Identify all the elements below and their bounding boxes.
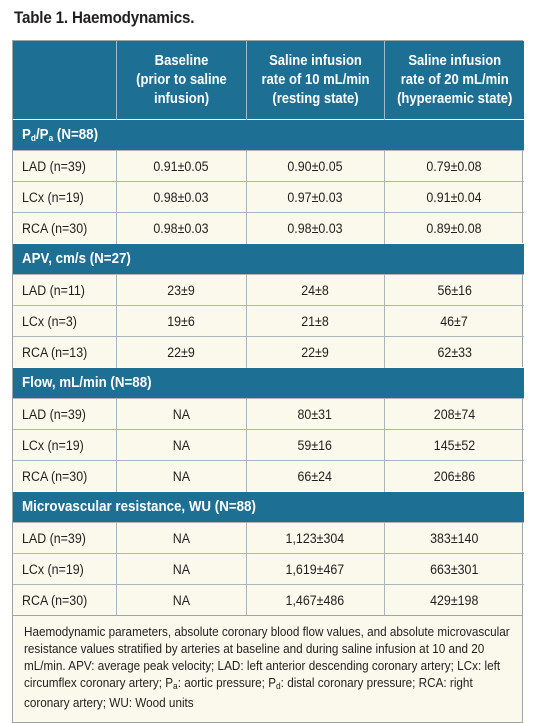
baseline-cell: NA — [115, 584, 246, 615]
baseline-cell: NA — [115, 460, 246, 492]
table-row: LCx (n=19) 0.98±0.03 0.97±0.03 0.91±0.04 — [13, 181, 524, 213]
baseline-cell: 0.98±0.03 — [115, 212, 246, 244]
saline-20-cell: 429±198 — [383, 584, 524, 615]
table-title: Table 1. Haemodynamics. — [14, 9, 195, 27]
row-label-cell: RCA (n=30) — [13, 584, 116, 615]
saline-20-cell: 206±86 — [383, 460, 524, 492]
saline-20-cell: 62±33 — [383, 336, 524, 368]
baseline-cell: 19±6 — [115, 305, 246, 337]
baseline-cell: NA — [115, 398, 246, 430]
baseline-cell: NA — [115, 522, 246, 554]
saline-10-cell: 66±24 — [245, 460, 384, 492]
table-row: RCA (n=30) NA 66±24 206±86 — [13, 460, 524, 492]
saline-10-cell: 80±31 — [245, 398, 384, 430]
row-label-cell: LCx (n=19) — [13, 553, 116, 585]
saline-10-cell: 21±8 — [245, 305, 384, 337]
row-label-cell: RCA (n=13) — [13, 336, 116, 368]
saline-20-cell: 46±7 — [383, 305, 524, 337]
header-saline-10: Saline infusion rate of 10 mL/min (resti… — [245, 41, 384, 120]
header-baseline: Baseline (prior to saline infusion) — [115, 41, 246, 120]
saline-20-cell: 0.79±0.08 — [383, 150, 524, 182]
row-label-cell: LCx (n=3) — [13, 305, 116, 337]
baseline-cell: NA — [115, 553, 246, 585]
baseline-cell: 22±9 — [115, 336, 246, 368]
section-header-row: Flow, mL/min (N=88) — [13, 367, 524, 399]
saline-10-cell: 24±8 — [245, 274, 384, 306]
section-title: Flow, mL/min (N=88) — [13, 367, 524, 399]
saline-10-cell: 0.97±0.03 — [245, 181, 384, 213]
row-label-cell: RCA (n=30) — [13, 212, 116, 244]
table-row: LCx (n=19) NA 1,619±467 663±301 — [13, 553, 524, 585]
row-label-cell: LAD (n=11) — [13, 274, 116, 306]
saline-20-cell: 208±74 — [383, 398, 524, 430]
saline-10-cell: 1,619±467 — [245, 553, 384, 585]
baseline-cell: NA — [115, 429, 246, 461]
saline-20-cell: 663±301 — [383, 553, 524, 585]
baseline-cell: 0.98±0.03 — [115, 181, 246, 213]
table-row: LAD (n=39) NA 1,123±304 383±140 — [13, 522, 524, 554]
saline-10-cell: 1,123±304 — [245, 522, 384, 554]
row-label-cell: RCA (n=30) — [13, 460, 116, 492]
saline-10-cell: 0.90±0.05 — [245, 150, 384, 182]
saline-20-cell: 0.89±0.08 — [383, 212, 524, 244]
section-header-row: Pd/Pa (N=88) — [13, 119, 524, 151]
saline-20-cell: 383±140 — [383, 522, 524, 554]
section-title: APV, cm/s (N=27) — [13, 243, 524, 275]
section-title: Microvascular resistance, WU (N=88) — [13, 491, 524, 523]
saline-20-cell: 145±52 — [383, 429, 524, 461]
section-header-row: Microvascular resistance, WU (N=88) — [13, 491, 524, 523]
table-footnote: Haemodynamic parameters, absolute corona… — [13, 615, 522, 722]
table-row: RCA (n=13) 22±9 22±9 62±33 — [13, 336, 524, 368]
saline-10-cell: 22±9 — [245, 336, 384, 368]
saline-20-cell: 0.91±0.04 — [383, 181, 524, 213]
header-blank-cell — [13, 41, 116, 120]
row-label-cell: LAD (n=39) — [13, 522, 116, 554]
baseline-cell: 0.91±0.05 — [115, 150, 246, 182]
table-row: LAD (n=39) 0.91±0.05 0.90±0.05 0.79±0.08 — [13, 150, 524, 182]
row-label-cell: LCx (n=19) — [13, 181, 116, 213]
haemodynamics-table: Baseline (prior to saline infusion) Sali… — [12, 40, 524, 723]
footnote-text: Haemodynamic parameters, absolute corona… — [24, 625, 510, 710]
row-label-cell: LAD (n=39) — [13, 398, 116, 430]
header-row: Baseline (prior to saline infusion) Sali… — [13, 41, 524, 120]
table-row: LCx (n=19) NA 59±16 145±52 — [13, 429, 524, 461]
section-header-row: APV, cm/s (N=27) — [13, 243, 524, 275]
section-title: Pd/Pa (N=88) — [13, 119, 524, 151]
saline-10-cell: 0.98±0.03 — [245, 212, 384, 244]
saline-10-cell: 1,467±486 — [245, 584, 384, 615]
header-saline-20: Saline infusion rate of 20 mL/min (hyper… — [383, 41, 524, 120]
saline-20-cell: 56±16 — [383, 274, 524, 306]
table-row: LAD (n=39) NA 80±31 208±74 — [13, 398, 524, 430]
row-label-cell: LAD (n=39) — [13, 150, 116, 182]
saline-10-cell: 59±16 — [245, 429, 384, 461]
baseline-cell: 23±9 — [115, 274, 246, 306]
row-label-cell: LCx (n=19) — [13, 429, 116, 461]
table-row: LCx (n=3) 19±6 21±8 46±7 — [13, 305, 524, 337]
table-row: LAD (n=11) 23±9 24±8 56±16 — [13, 274, 524, 306]
table-row: RCA (n=30) 0.98±0.03 0.98±0.03 0.89±0.08 — [13, 212, 524, 244]
table-row: RCA (n=30) NA 1,467±486 429±198 — [13, 584, 524, 615]
